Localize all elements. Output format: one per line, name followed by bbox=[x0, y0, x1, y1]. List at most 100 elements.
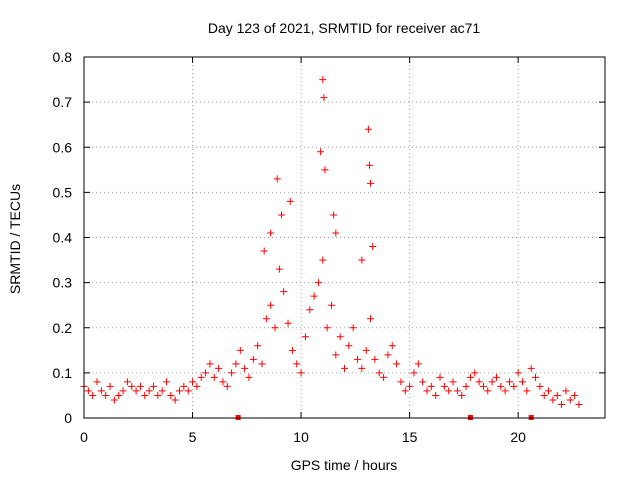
data-point bbox=[358, 364, 366, 372]
data-point bbox=[367, 315, 375, 323]
data-point bbox=[176, 387, 184, 395]
data-point bbox=[492, 373, 500, 381]
y-tick-label: 0.3 bbox=[53, 275, 73, 291]
data-point bbox=[497, 382, 505, 390]
data-point bbox=[317, 148, 325, 156]
data-point bbox=[330, 211, 338, 219]
data-point bbox=[332, 229, 340, 237]
data-point bbox=[414, 360, 422, 368]
data-point bbox=[84, 387, 92, 395]
data-point bbox=[319, 76, 327, 84]
chart-title: Day 123 of 2021, SRMTID for receiver ac7… bbox=[208, 20, 481, 36]
data-point bbox=[128, 382, 136, 390]
data-point bbox=[301, 333, 309, 341]
data-point bbox=[132, 387, 140, 395]
data-point bbox=[427, 382, 435, 390]
data-point bbox=[154, 391, 162, 399]
data-point bbox=[484, 387, 492, 395]
data-point bbox=[149, 382, 157, 390]
data-point bbox=[223, 382, 231, 390]
data-point bbox=[136, 382, 144, 390]
data-point bbox=[458, 391, 466, 399]
data-point bbox=[189, 378, 197, 386]
y-tick-label: 0 bbox=[64, 410, 72, 426]
data-point bbox=[549, 396, 557, 404]
data-point bbox=[471, 369, 479, 377]
data-point bbox=[327, 301, 335, 309]
data-point bbox=[545, 387, 553, 395]
data-point bbox=[193, 382, 201, 390]
data-point bbox=[180, 382, 188, 390]
data-point bbox=[89, 391, 97, 399]
data-point bbox=[397, 378, 405, 386]
x-axis-label: GPS time / hours bbox=[291, 457, 398, 473]
data-point bbox=[423, 387, 431, 395]
x-tick-label: 0 bbox=[80, 429, 88, 445]
data-point bbox=[406, 382, 414, 390]
data-point bbox=[375, 369, 383, 377]
data-point bbox=[488, 378, 496, 386]
data-point bbox=[171, 396, 179, 404]
data-point bbox=[575, 400, 583, 408]
data-point bbox=[562, 387, 570, 395]
data-point bbox=[523, 387, 531, 395]
data-point bbox=[440, 382, 448, 390]
axis-ticks: 0 0.1 0.2 0.3 0.4 0.5 0.6 0.7 0.8 0 5 10 15 20 bbox=[53, 49, 605, 445]
data-point bbox=[297, 369, 305, 377]
data-point bbox=[345, 342, 353, 350]
x-tick-label: 20 bbox=[510, 429, 526, 445]
data-point bbox=[475, 378, 483, 386]
data-point bbox=[284, 319, 292, 327]
data-point bbox=[249, 355, 257, 363]
data-point bbox=[462, 382, 470, 390]
data-point bbox=[362, 346, 370, 354]
data-point bbox=[210, 373, 218, 381]
data-point bbox=[566, 396, 574, 404]
x-tick-label: 10 bbox=[293, 429, 309, 445]
data-point bbox=[453, 387, 461, 395]
data-point bbox=[119, 387, 127, 395]
data-point bbox=[310, 292, 318, 300]
data-point bbox=[369, 243, 377, 251]
data-point bbox=[280, 288, 288, 296]
data-point bbox=[371, 355, 379, 363]
data-point bbox=[115, 391, 123, 399]
data-points bbox=[80, 76, 583, 408]
x-tick-label: 15 bbox=[402, 429, 418, 445]
data-point bbox=[167, 391, 175, 399]
data-point bbox=[436, 373, 444, 381]
data-point bbox=[123, 378, 131, 386]
data-point bbox=[158, 387, 166, 395]
data-point bbox=[367, 179, 375, 187]
data-point bbox=[432, 391, 440, 399]
data-point bbox=[540, 391, 548, 399]
data-point bbox=[358, 256, 366, 264]
data-point bbox=[184, 387, 192, 395]
data-point bbox=[320, 94, 328, 102]
data-point bbox=[141, 391, 149, 399]
y-tick-label: 0.6 bbox=[53, 139, 73, 155]
data-point bbox=[110, 396, 118, 404]
y-tick-label: 0.7 bbox=[53, 94, 73, 110]
data-point bbox=[571, 391, 579, 399]
data-point bbox=[501, 387, 509, 395]
data-point bbox=[466, 373, 474, 381]
data-point bbox=[262, 315, 270, 323]
data-point bbox=[245, 373, 253, 381]
data-point bbox=[197, 373, 205, 381]
data-point bbox=[241, 364, 249, 372]
data-point bbox=[162, 378, 170, 386]
y-tick-label: 0.2 bbox=[53, 320, 73, 336]
data-point bbox=[278, 211, 286, 219]
data-point bbox=[273, 175, 281, 183]
data-point bbox=[236, 346, 244, 354]
y-tick-label: 0.1 bbox=[53, 365, 73, 381]
data-point bbox=[102, 391, 110, 399]
data-point bbox=[445, 387, 453, 395]
data-point bbox=[419, 378, 427, 386]
data-point bbox=[202, 369, 210, 377]
data-point bbox=[97, 387, 105, 395]
data-point bbox=[206, 360, 214, 368]
data-point bbox=[410, 369, 418, 377]
